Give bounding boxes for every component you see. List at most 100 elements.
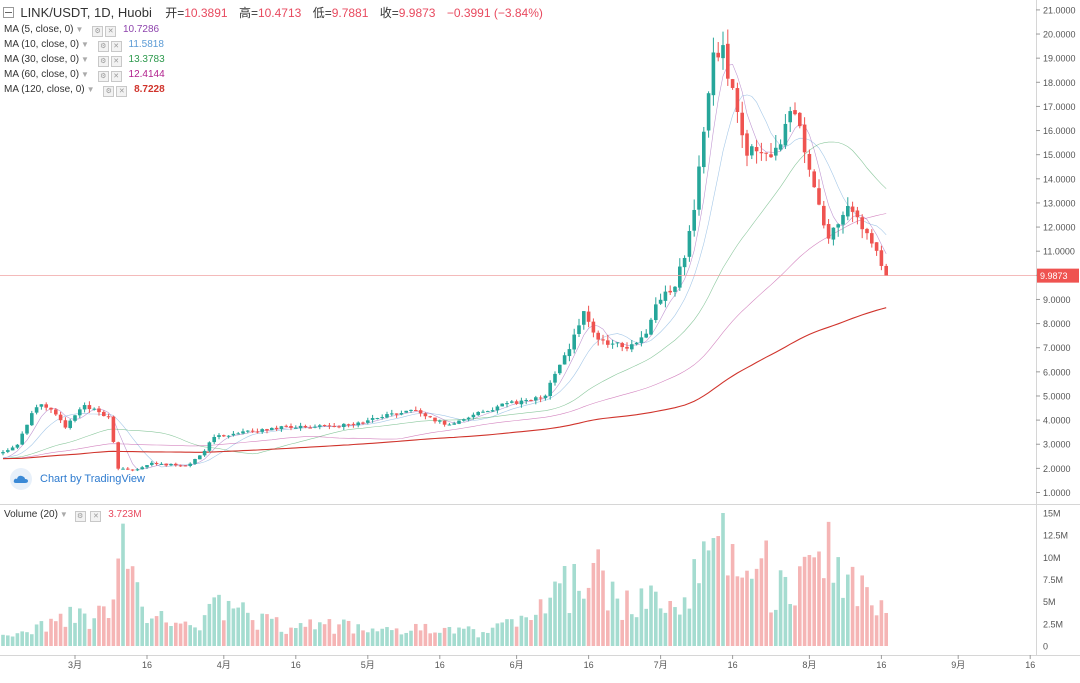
settings-icon[interactable]: ⚙ [92, 26, 104, 37]
candle-body [702, 131, 706, 168]
candle-body [471, 414, 476, 418]
volume-label: Volume (20) [4, 509, 58, 520]
volume-tick-label: 5M [1043, 597, 1056, 607]
tradingview-branding[interactable]: Chart by TradingView [10, 467, 145, 491]
volume-bar [226, 600, 231, 646]
volume-bar [375, 631, 380, 646]
volume-bar [884, 612, 888, 646]
volume-bar [658, 608, 663, 646]
candle-body [20, 433, 24, 445]
volume-bar [337, 624, 341, 646]
volume-bar [313, 629, 317, 646]
candle-body [428, 416, 432, 418]
close-icon[interactable]: ✕ [110, 41, 122, 52]
settings-icon[interactable]: ⚙ [97, 56, 109, 67]
candle-body [404, 410, 408, 413]
price-tick-label: 12.0000 [1043, 223, 1076, 233]
volume-bar [49, 618, 53, 646]
settings-icon[interactable]: ⚙ [74, 511, 86, 522]
volume-bar [394, 628, 399, 646]
volume-bar [270, 618, 274, 646]
price-tick-label: 18.0000 [1043, 78, 1076, 88]
volume-bar [92, 618, 96, 646]
candle-body [126, 468, 130, 470]
caret-down-icon[interactable]: ▼ [59, 510, 68, 519]
volume-bar [582, 598, 586, 646]
candle-body [409, 409, 413, 411]
candlesticks [1, 29, 888, 472]
candle-body [534, 397, 538, 401]
settings-icon[interactable]: ⚙ [97, 41, 109, 52]
volume-value: 3.723M [108, 509, 142, 520]
volume-bar [246, 612, 250, 646]
volume-bar [678, 614, 682, 646]
candle-body [778, 144, 783, 150]
settings-icon[interactable]: ⚙ [97, 71, 109, 82]
volume-bar [255, 629, 260, 646]
candle-body [481, 411, 485, 413]
volume-bar [591, 562, 596, 646]
volume-bar [596, 549, 600, 646]
volume-legend[interactable]: Volume (20) ▼ ⚙ ✕ 3.723M [4, 509, 142, 522]
volume-bar [428, 633, 432, 646]
caret-down-icon[interactable]: ▼ [81, 70, 89, 79]
close-icon[interactable]: ✕ [105, 26, 117, 37]
candle-body [298, 425, 303, 429]
time-tick-label: 16 [728, 660, 738, 670]
volume-bar [82, 613, 87, 646]
indicator-ma60[interactable]: MA (60, close, 0) ▼ ⚙ ✕ 12.4144 [4, 68, 165, 82]
indicator-ma30[interactable]: MA (30, close, 0) ▼ ⚙ ✕ 13.3783 [4, 53, 165, 67]
volume-bar [303, 626, 308, 646]
symbol-header: LINK/USDT, 1D, Huobi 开=10.3891 高=10.4713… [3, 4, 551, 21]
candle-body [202, 450, 207, 456]
volume-bar [298, 623, 303, 646]
volume-bar [126, 568, 130, 646]
candle-body [572, 334, 576, 350]
time-tick-label: 16 [876, 660, 886, 670]
candle-body [68, 420, 72, 428]
volume-bar [222, 620, 226, 646]
caret-down-icon[interactable]: ▼ [75, 25, 84, 34]
close-icon[interactable]: ✕ [116, 86, 128, 97]
collapse-icon[interactable] [3, 7, 14, 18]
candle-body [807, 153, 812, 170]
candle-body [658, 299, 663, 304]
symbol-title[interactable]: LINK/USDT, 1D, Huobi [20, 5, 152, 20]
candle-body [798, 112, 802, 127]
volume-bar [462, 628, 466, 646]
candle-body [543, 395, 548, 399]
ma-line-120 [2, 307, 887, 460]
volume-bar [639, 588, 644, 646]
indicator-ma120[interactable]: MA (120, close, 0) ▼ ⚙ ✕ 8.7228 [4, 83, 165, 97]
close-icon[interactable]: ✕ [110, 56, 122, 67]
settings-icon[interactable]: ⚙ [103, 86, 115, 97]
close-icon[interactable]: ✕ [110, 71, 122, 82]
volume-bar [682, 597, 687, 646]
volume-bar [106, 618, 111, 646]
volume-bar [390, 630, 394, 646]
volume-bar [140, 606, 144, 646]
price-tick-label: 11.0000 [1043, 247, 1075, 257]
volume-bar [198, 630, 202, 646]
volume-bar [553, 581, 557, 646]
volume-tick-label: 12.5M [1043, 531, 1068, 541]
candle-body [337, 426, 341, 428]
indicator-ma5[interactable]: MA (5, close, 0) ▼ ⚙ ✕ 10.7286 [4, 23, 159, 37]
close-icon[interactable]: ✕ [90, 511, 102, 522]
candle-body [174, 463, 178, 466]
volume-bar [822, 578, 826, 646]
volume-bar [447, 627, 452, 646]
candle-body [178, 465, 183, 467]
candle-body [370, 418, 375, 420]
candle-body [745, 133, 749, 156]
caret-down-icon[interactable]: ▼ [81, 40, 89, 49]
volume-bar [846, 574, 850, 646]
volume-bar [87, 628, 92, 646]
tradingview-link[interactable]: Chart by TradingView [40, 473, 145, 485]
indicator-ma10[interactable]: MA (10, close, 0) ▼ ⚙ ✕ 11.5818 [4, 38, 164, 52]
caret-down-icon[interactable]: ▼ [86, 85, 95, 94]
volume-bar [370, 628, 375, 646]
caret-down-icon[interactable]: ▼ [81, 55, 89, 64]
